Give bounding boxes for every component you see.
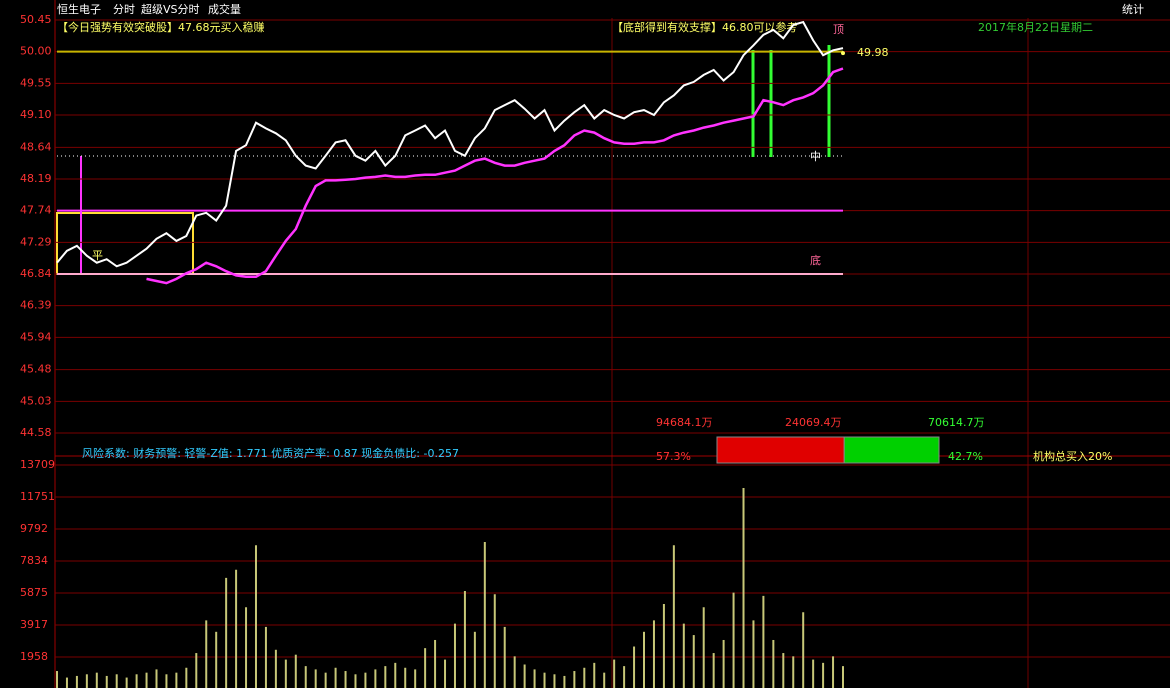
y-tick-label: 48.19 [20,172,52,185]
y-tick-label: 46.84 [20,267,52,280]
y-tick-label: 45.94 [20,330,52,343]
y-tick-label: 3917 [20,618,48,631]
flow-amount: 24069.4万 [785,416,842,429]
date: 2017年8月22日星期二 [978,20,1093,34]
y-tick-label: 50.45 [20,13,52,26]
last-price-label: 49.98 [857,46,889,59]
y-tick-label: 48.64 [20,140,52,153]
y-tick-label: 50.00 [20,45,52,58]
flow-bar [843,436,940,464]
flow-bar [716,436,845,464]
tab[interactable]: 分时 [113,3,135,16]
risk-panel: 风险系数: 财务预警: 轻警-Z值: 1.771 优质资产率: 0.87 现金负… [82,446,459,460]
annotation: 【今日强势有效突破股】47.68元买入稳赚 [57,20,265,34]
stats-button[interactable]: 统计 [1122,3,1144,16]
y-tick-label: 44.58 [20,426,52,439]
annotation: 【底部得到有效支撑】46.80可以参考 [612,20,798,34]
price-line [146,67,844,285]
y-tick-label: 46.39 [20,299,52,312]
price-line [56,20,844,268]
flow-note: 机构总买入20% [1033,449,1112,463]
marker: 平 [92,249,103,262]
y-tick-label: 7834 [20,554,48,567]
last-price-dot [841,51,845,56]
tab[interactable]: 成交量 [208,2,241,16]
y-tick-label: 49.55 [20,76,52,89]
y-tick-label: 11751 [20,490,55,503]
marker: 中 [810,150,821,163]
y-tick-label: 13709 [20,458,55,471]
flow-amount: 70614.7万 [928,416,985,429]
y-tick-label: 5875 [20,586,48,599]
y-tick-label: 45.03 [20,394,52,407]
y-tick-label: 47.29 [20,235,52,248]
y-tick-label: 49.10 [20,108,52,121]
marker: 底 [810,253,821,267]
stock-name: 恒生电子 [57,2,101,16]
flow-amount: 94684.1万 [656,416,713,429]
y-tick-label: 45.48 [20,363,52,376]
flow-pct: 57.3% [656,450,691,463]
y-tick-label: 1958 [20,650,48,663]
y-tick-label: 47.74 [20,204,52,217]
marker: 顶 [833,23,844,36]
flow-pct: 42.7% [948,450,983,463]
tab[interactable]: 超级VS分时 [141,2,200,16]
y-tick-label: 9792 [20,522,48,535]
